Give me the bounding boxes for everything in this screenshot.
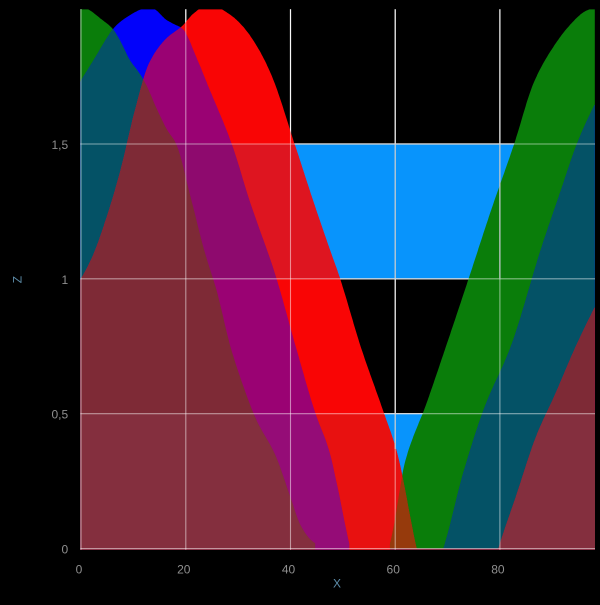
svg-text:0: 0 [62,543,69,557]
svg-text:Z: Z [11,276,25,283]
svg-text:1,5: 1,5 [52,138,69,152]
svg-text:X: X [333,577,341,591]
svg-text:80: 80 [491,563,505,577]
svg-text:40: 40 [282,563,296,577]
svg-text:0,5: 0,5 [52,408,69,422]
svg-text:1: 1 [62,273,69,287]
svg-text:60: 60 [387,563,401,577]
svg-text:0: 0 [76,563,83,577]
svg-text:20: 20 [177,563,191,577]
